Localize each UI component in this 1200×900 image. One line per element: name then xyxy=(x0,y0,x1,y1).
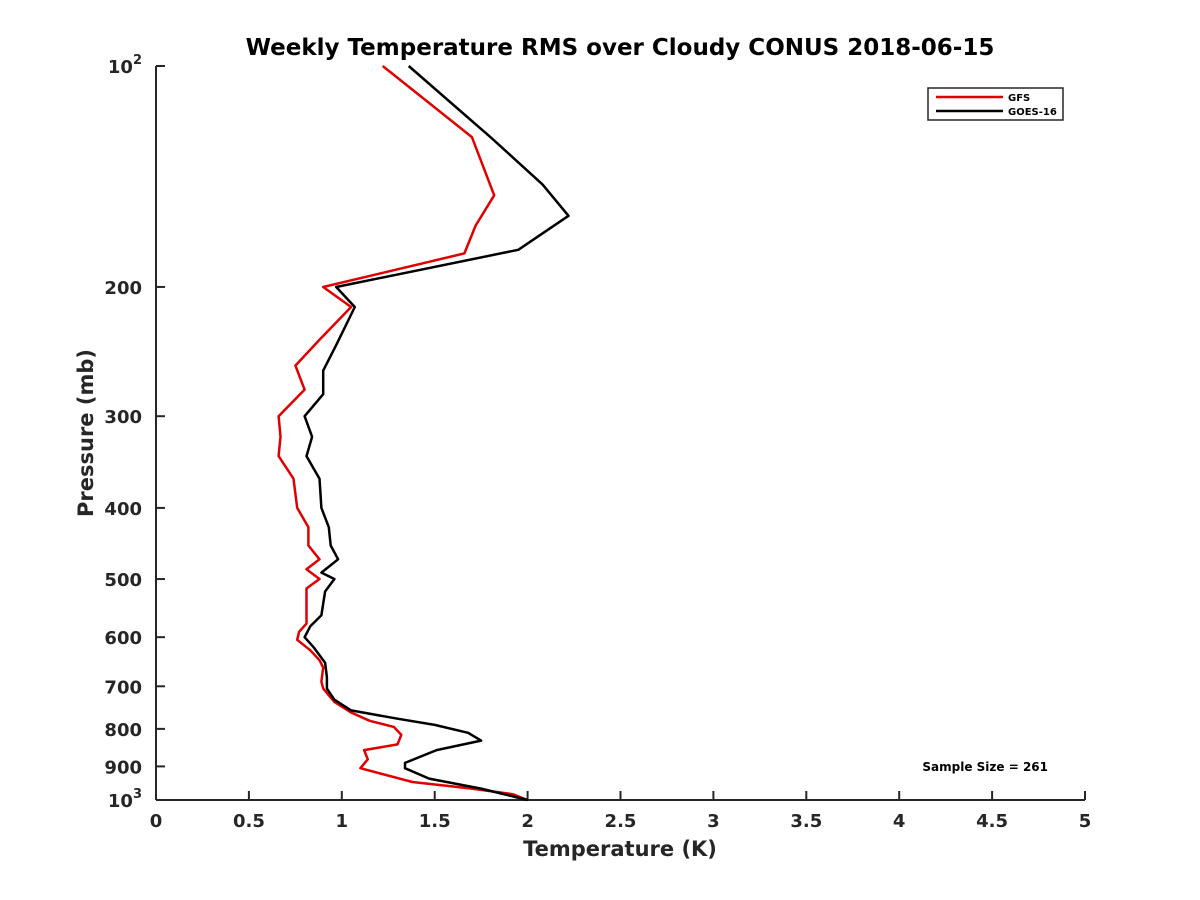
y-tick-label: 200 xyxy=(104,278,142,299)
sample-size-annotation: Sample Size = 261 xyxy=(922,760,1048,774)
series-lines xyxy=(277,65,570,802)
chart-title: Weekly Temperature RMS over Cloudy CONUS… xyxy=(246,35,995,61)
x-tick-label: 1 xyxy=(336,811,349,832)
legend-box xyxy=(927,87,1064,121)
x-tick-label: 1.5 xyxy=(419,811,451,832)
y-tick-label: 400 xyxy=(104,499,142,520)
x-tick-label: 5 xyxy=(1079,811,1092,832)
x-tick-label: 0.5 xyxy=(233,811,265,832)
y-tick-label: 102 xyxy=(108,53,142,78)
legend: GFS GOES-16 xyxy=(927,87,1064,121)
y-ticks: 102 200 300 400 500 600 700 800 900 103 xyxy=(104,53,165,812)
y-axis-title: Pressure (mb) xyxy=(74,349,98,517)
axes xyxy=(155,66,1085,801)
series-line-gfs xyxy=(277,65,529,802)
x-tick-label: 0 xyxy=(150,811,163,832)
x-tick-label: 2 xyxy=(521,811,534,832)
x-tick-label: 3.5 xyxy=(790,811,822,832)
x-tick-label: 4 xyxy=(893,811,906,832)
y-tick-label: 300 xyxy=(104,407,142,428)
x-tick-label: 4.5 xyxy=(976,811,1008,832)
y-tick-label: 600 xyxy=(104,628,142,649)
legend-label-gfs: GFS xyxy=(1008,93,1030,104)
x-axis-title: Temperature (K) xyxy=(523,837,717,861)
legend-label-goes-16: GOES-16 xyxy=(1008,107,1057,118)
y-tick-label: 103 xyxy=(108,787,142,812)
y-tick-label: 700 xyxy=(104,677,142,698)
x-ticks: 0 0.5 1 1.5 2 2.5 3 3.5 4 4.5 5 xyxy=(150,791,1092,832)
x-tick-label: 2.5 xyxy=(605,811,637,832)
y-tick-label: 500 xyxy=(104,570,142,591)
x-tick-label: 3 xyxy=(707,811,720,832)
y-tick-label: 900 xyxy=(104,757,142,778)
series-line-goes-16 xyxy=(303,65,570,802)
y-tick-label: 800 xyxy=(104,720,142,741)
